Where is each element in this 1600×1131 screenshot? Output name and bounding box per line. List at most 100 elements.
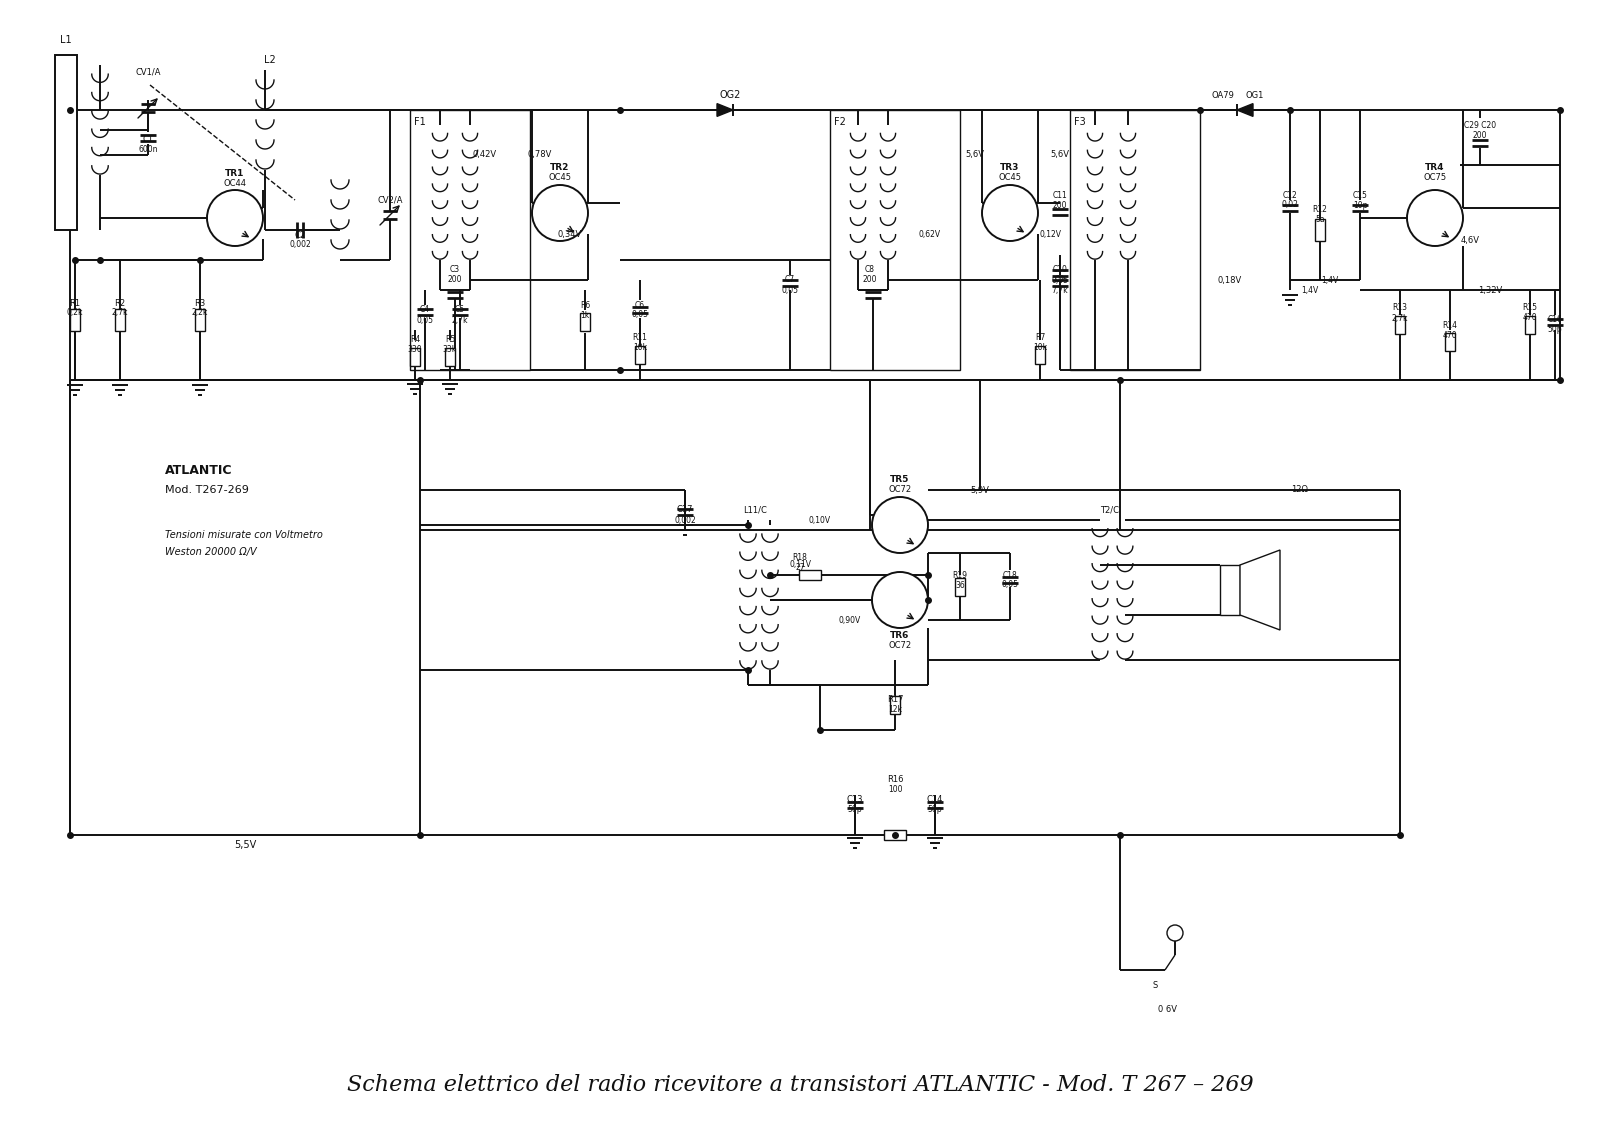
Text: R18: R18 (792, 553, 808, 562)
Bar (1221, 566, 1240, 615)
Text: 0,05: 0,05 (1051, 276, 1069, 285)
Text: Mod. T267-269: Mod. T267-269 (165, 485, 250, 495)
Text: R15: R15 (1523, 303, 1538, 312)
Text: C14: C14 (926, 795, 942, 804)
Circle shape (1406, 190, 1462, 247)
Bar (195, 309, 205, 331)
Text: 0,05: 0,05 (416, 316, 434, 325)
Circle shape (206, 190, 262, 247)
Text: 2,7k: 2,7k (1392, 313, 1408, 322)
Bar (1070, 110, 1200, 370)
Text: L11/C: L11/C (742, 506, 766, 515)
Text: 5,5V: 5,5V (234, 840, 256, 851)
Bar (1525, 316, 1534, 334)
Text: 0,05: 0,05 (632, 311, 648, 319)
Text: 5,6V: 5,6V (1051, 150, 1069, 159)
Text: OC44: OC44 (224, 179, 246, 188)
Text: 0,42V: 0,42V (474, 150, 498, 159)
Bar (54, 55, 77, 230)
Text: OA79: OA79 (1211, 90, 1235, 100)
Text: 0,05: 0,05 (1002, 580, 1019, 589)
Text: 1,4V: 1,4V (1322, 276, 1339, 285)
Text: 470: 470 (1523, 313, 1538, 322)
Text: L2: L2 (264, 55, 275, 64)
Bar (798, 570, 821, 580)
Text: 5a: 5a (1315, 216, 1325, 224)
Text: OG2: OG2 (720, 90, 741, 100)
Text: 0,62V: 0,62V (918, 231, 941, 240)
Text: R11: R11 (632, 333, 648, 342)
Text: TR5: TR5 (890, 475, 910, 484)
Text: 1,32V: 1,32V (1478, 285, 1502, 294)
Text: C18: C18 (1003, 570, 1018, 579)
Text: C7: C7 (786, 276, 795, 285)
Text: 0 6V: 0 6V (1158, 1005, 1178, 1015)
Text: C9: C9 (1054, 276, 1066, 285)
Text: 0,12V: 0,12V (1038, 231, 1061, 240)
Text: R4: R4 (410, 336, 421, 345)
Bar (579, 313, 590, 331)
Text: R3: R3 (194, 299, 206, 308)
Text: 0,002: 0,002 (674, 516, 696, 525)
Text: 0,002: 0,002 (290, 241, 310, 250)
Text: 200: 200 (862, 276, 877, 285)
Polygon shape (1240, 550, 1280, 630)
Text: R14: R14 (1443, 320, 1458, 329)
Text: 5,6V: 5,6V (965, 150, 984, 159)
Text: OC45: OC45 (549, 173, 571, 182)
Text: CV1/A: CV1/A (136, 68, 160, 77)
Text: C17: C17 (677, 506, 693, 515)
Text: R17: R17 (886, 696, 904, 705)
Text: 50p: 50p (928, 805, 942, 814)
Text: 200: 200 (1472, 131, 1488, 140)
Text: 0,11V: 0,11V (789, 561, 811, 570)
Text: OC72: OC72 (888, 485, 912, 494)
Text: R13: R13 (1392, 303, 1408, 312)
Text: 0,18V: 0,18V (1218, 276, 1242, 285)
Text: OC75: OC75 (1424, 173, 1446, 182)
Bar (830, 110, 960, 370)
Text: C3: C3 (450, 266, 461, 275)
Bar (635, 346, 645, 364)
Text: 50p: 50p (848, 805, 862, 814)
Text: OC45: OC45 (998, 173, 1021, 182)
Text: 27: 27 (795, 563, 805, 572)
Text: 0,78V: 0,78V (528, 150, 552, 159)
Text: R7: R7 (1035, 333, 1045, 342)
Bar (445, 348, 454, 366)
Text: L1: L1 (61, 35, 72, 45)
Text: 200: 200 (1053, 200, 1067, 209)
Text: 0,02: 0,02 (1282, 200, 1299, 209)
Text: CV2/A: CV2/A (378, 196, 403, 205)
Text: C6: C6 (635, 301, 645, 310)
Text: C12: C12 (1283, 190, 1298, 199)
Text: OG1: OG1 (1246, 90, 1264, 100)
Bar (410, 348, 419, 366)
Text: 2,2k: 2,2k (192, 309, 208, 318)
Bar (883, 830, 906, 840)
Text: 1k: 1k (581, 311, 590, 319)
Text: 200: 200 (448, 276, 462, 285)
Text: 0,2k: 0,2k (67, 309, 83, 318)
Text: 10p: 10p (1352, 200, 1368, 209)
Text: C2: C2 (294, 231, 306, 240)
Text: Schema elettrico del radio ricevitore a transistori ATLANTIC - Mod. T 267 – 269: Schema elettrico del radio ricevitore a … (347, 1074, 1253, 1096)
Text: T2/C: T2/C (1101, 506, 1120, 515)
Text: C16: C16 (1547, 316, 1563, 325)
Text: R2: R2 (115, 299, 125, 308)
Text: 2,7k: 2,7k (451, 316, 469, 325)
Text: C13: C13 (846, 795, 864, 804)
Text: C1: C1 (142, 136, 154, 145)
Text: 33k: 33k (443, 345, 458, 354)
Text: C15: C15 (1352, 190, 1368, 199)
Text: 12Ω: 12Ω (1291, 485, 1309, 494)
Text: TR6: TR6 (890, 630, 910, 639)
Text: R12: R12 (1312, 206, 1328, 215)
Text: C5: C5 (454, 305, 466, 314)
Text: TR3: TR3 (1000, 164, 1019, 173)
Text: 4,6V: 4,6V (1461, 235, 1480, 244)
Text: 0,90V: 0,90V (838, 615, 861, 624)
Bar (1395, 316, 1405, 334)
Text: R1: R1 (69, 299, 80, 308)
Text: C10: C10 (1053, 266, 1067, 275)
